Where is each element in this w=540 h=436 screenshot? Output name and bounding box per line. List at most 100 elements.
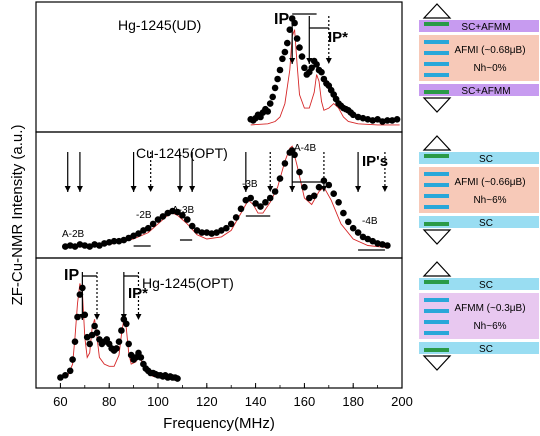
data-point [318, 68, 325, 76]
bottom-layer-label: SC [479, 218, 493, 229]
plane-blue [424, 205, 449, 209]
data-point [135, 230, 142, 237]
layer-diagram: SC AFMM (~0.3μB) Nh~6% SC [419, 261, 539, 371]
panel-label-bottom: Hg-1245(OPT) [142, 275, 234, 291]
plane-green [424, 348, 449, 352]
fit-curve [65, 145, 388, 249]
plane-blue [424, 62, 449, 66]
data-point [257, 203, 264, 210]
layer-diagram: SC+AFMM AFMI (~0.68μB) Nh~0% SC+AFMM [419, 3, 539, 113]
top-layer-label: SC+AFMM [461, 22, 510, 33]
annotation-3b: -3B [242, 179, 258, 190]
triangle-up-icon [422, 135, 452, 151]
data-point [252, 200, 259, 207]
annotation-4b: -4B [362, 216, 378, 227]
arrow-head [130, 186, 137, 192]
data-point [281, 160, 289, 167]
arrow-head [79, 314, 86, 320]
data-point [325, 181, 333, 189]
hole-density-label: Nh~6% [473, 195, 506, 206]
annotation-ip-top: IP [274, 11, 289, 28]
triangle-up-icon [422, 3, 452, 19]
plane-blue [424, 320, 449, 324]
data-point [110, 237, 118, 245]
plane-green [424, 280, 449, 284]
data-point [286, 26, 294, 33]
data-point [113, 345, 120, 352]
data-point [159, 213, 167, 220]
data-point [274, 75, 281, 83]
y-axis-label: ZF-Cu-NMR Intensity (a.u.) [9, 125, 26, 306]
data-point [76, 291, 84, 298]
data-point [86, 340, 93, 348]
plane-blue [424, 172, 449, 176]
triangle-down-icon [422, 355, 452, 371]
bottom-layer-label: SC+AFMM [461, 86, 510, 97]
arrow-head [242, 186, 249, 192]
arrow-head [189, 186, 196, 192]
arrow-head [355, 186, 362, 192]
data-point [198, 229, 206, 236]
data-point [169, 207, 176, 215]
data-point [137, 354, 145, 361]
plane-green [424, 154, 449, 158]
data-point [271, 188, 279, 195]
data-point [393, 116, 401, 123]
arrow-head [64, 186, 71, 192]
data-point [313, 61, 320, 68]
annotation-a3b: A-3B [172, 205, 195, 216]
middle-layer-label: AFMI (~0.66μB) [454, 177, 525, 188]
top-layer-label: SC [479, 154, 493, 165]
data-point [123, 320, 130, 328]
data-point [149, 220, 157, 228]
plane-blue [424, 298, 449, 302]
plane-green [424, 22, 449, 26]
x-tick-label: 200 [391, 394, 413, 409]
data-point [354, 229, 362, 236]
data-point [174, 375, 181, 382]
plane-blue [424, 331, 449, 335]
x-tick-label: 140 [245, 394, 267, 409]
data-point [144, 224, 152, 232]
triangle-down-icon [422, 229, 452, 245]
data-point [184, 216, 191, 223]
data-point [384, 117, 391, 124]
data-point [188, 222, 196, 230]
annotation-ip-star-bottom: IP* [128, 285, 148, 302]
data-point [296, 44, 303, 51]
data-point [88, 331, 96, 339]
plane-green [424, 90, 449, 94]
data-point [203, 229, 211, 236]
plane-blue [424, 183, 449, 187]
data-point [69, 356, 76, 363]
annotation-2b: -2B [136, 210, 152, 221]
data-point [374, 240, 381, 247]
data-point [335, 199, 342, 206]
data-point [262, 199, 269, 206]
plane-blue [424, 309, 449, 313]
data-point [91, 322, 98, 330]
data-point [271, 84, 279, 92]
x-tick-label: 60 [53, 394, 67, 409]
arrow-head [147, 186, 154, 192]
data-point [269, 93, 277, 101]
data-point [291, 151, 298, 159]
x-tick-label: 160 [294, 394, 316, 409]
arrow-head [76, 186, 83, 192]
data-point [71, 338, 79, 346]
plane-blue [424, 40, 449, 44]
annotation-ip-bottom: IP [64, 267, 79, 284]
annotation-a2b: A-2B [62, 229, 85, 240]
arrow-head [306, 58, 313, 64]
plane-blue [424, 73, 449, 77]
data-point [118, 327, 125, 334]
arrow-head [120, 314, 127, 320]
x-tick-label: 80 [102, 394, 116, 409]
data-point [154, 216, 162, 223]
data-point [66, 367, 74, 375]
data-point [247, 194, 254, 202]
panel-label-top: Hg-1245(UD) [118, 17, 201, 33]
arrow-head [320, 186, 327, 192]
arrow-head [94, 314, 100, 320]
data-point [174, 208, 181, 216]
